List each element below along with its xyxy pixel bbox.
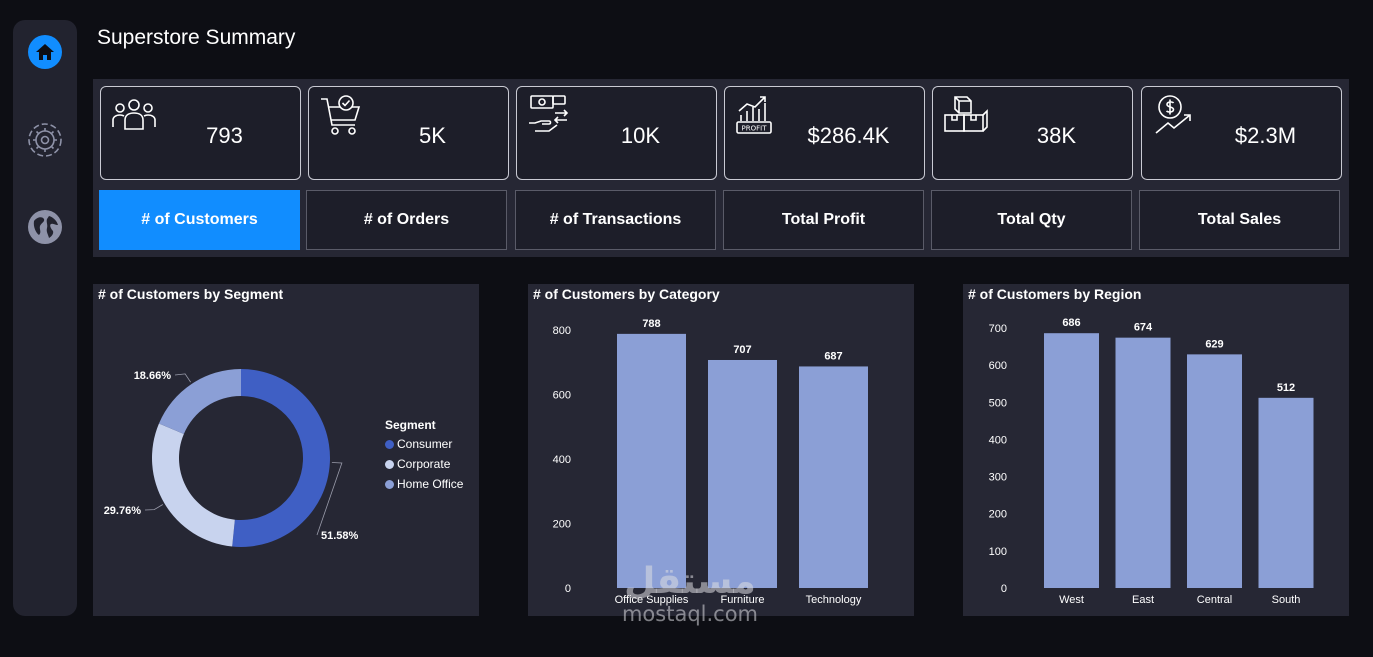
y-tick-label: 100 — [989, 546, 1007, 558]
legend-item-corporate[interactable]: Corporate — [385, 457, 463, 471]
segment-legend: Segment Consumer Corporate Home Office — [385, 418, 463, 497]
kpi-value-orders: 5K — [419, 123, 446, 148]
bar-data-label: 629 — [1205, 338, 1223, 350]
home-icon[interactable] — [25, 32, 65, 72]
kpi-card-transactions: 10K — [516, 86, 717, 180]
bar-data-label: 674 — [1134, 322, 1153, 334]
x-tick-label: Central — [1197, 594, 1232, 606]
orders-button[interactable]: # of Orders — [306, 190, 507, 250]
y-tick-label: 400 — [553, 454, 571, 466]
profit-chart-icon: PROFIT — [735, 93, 781, 137]
bar-east[interactable] — [1115, 337, 1171, 588]
y-tick-label: 0 — [1001, 583, 1007, 595]
kpi-value-sales: $2.3M — [1234, 123, 1297, 148]
customers-icon — [111, 93, 157, 137]
bar-office-supplies[interactable] — [617, 333, 686, 588]
gear-icon[interactable] — [25, 120, 65, 160]
x-tick-label: South — [1272, 594, 1301, 606]
legend-title: Segment — [385, 418, 436, 432]
x-tick-label: Technology — [806, 594, 862, 606]
category-bar-chart: 0 200 400 600 800 788 Office Supplies 707 Furnit… — [553, 318, 868, 606]
y-tick-label: 600 — [553, 390, 571, 402]
kpi-card-orders: 5K — [308, 86, 509, 180]
y-tick-label: 700 — [989, 323, 1007, 335]
donut-data-label: 18.66% — [134, 370, 172, 382]
bar-data-label: 686 — [1062, 317, 1080, 329]
bar-data-label: 687 — [824, 350, 842, 362]
page-title: Superstore Summary — [97, 26, 296, 49]
donut-slice-corporate[interactable] — [152, 423, 235, 547]
category-chart-title: # of Customers by Category — [533, 286, 720, 302]
globe-icon[interactable] — [25, 207, 65, 247]
legend-label-home-office: Home Office — [397, 477, 464, 491]
boxes-icon — [943, 93, 989, 137]
kpi-value-transactions: 10K — [620, 123, 661, 148]
donut-data-label: 51.58% — [321, 530, 359, 542]
y-tick-label: 0 — [565, 583, 571, 595]
y-tick-label: 300 — [989, 472, 1007, 484]
donut-slice-home-office[interactable] — [158, 369, 241, 434]
bar-west[interactable] — [1044, 333, 1099, 588]
legend-label-corporate: Corporate — [397, 457, 451, 471]
region-bar-chart: 0 100 200 300 400 500 600 700 686 West 674 East 629 C… — [989, 317, 1314, 606]
money-transfer-icon — [527, 93, 573, 137]
bar-data-label: 512 — [1277, 382, 1295, 394]
y-tick-label: 200 — [553, 519, 571, 531]
segment-chart-title: # of Customers by Segment — [98, 286, 284, 302]
x-tick-label: Furniture — [720, 594, 764, 606]
donut-slice-consumer[interactable] — [232, 369, 330, 547]
dollar-growth-icon — [1152, 93, 1198, 137]
x-tick-label: East — [1132, 594, 1154, 606]
legend-label-consumer: Consumer — [397, 437, 453, 451]
kpi-value-profit: $286.4K — [807, 123, 890, 148]
donut-data-label: 29.76% — [104, 505, 142, 517]
bar-data-label: 788 — [642, 318, 660, 330]
segment-donut: 51.58% 29.76% 18.66% — [104, 369, 359, 547]
sidebar — [13, 20, 77, 616]
customers-button[interactable]: # of Customers — [99, 190, 300, 250]
legend-item-home-office[interactable]: Home Office — [385, 477, 463, 491]
category-chart: # of Customers by Category 0 200 400 600 800… — [528, 284, 914, 616]
kpi-panel: 793 5K 10K — [93, 79, 1349, 257]
donut-leader-line — [316, 462, 343, 536]
kpi-card-qty: 38K — [932, 86, 1133, 180]
kpi-value-customers: 793 — [206, 123, 243, 148]
legend-dot-consumer — [385, 439, 394, 449]
region-chart: # of Customers by Region 0 100 200 300 400 50… — [963, 284, 1349, 616]
transactions-button[interactable]: # of Transactions — [515, 190, 716, 250]
y-tick-label: 500 — [989, 397, 1007, 409]
sales-button[interactable]: Total Sales — [1139, 190, 1340, 250]
region-chart-title: # of Customers by Region — [968, 286, 1142, 302]
legend-item-consumer[interactable]: Consumer — [385, 437, 463, 451]
legend-dot-corporate — [385, 459, 394, 469]
qty-button[interactable]: Total Qty — [931, 190, 1132, 250]
svg-text:PROFIT: PROFIT — [742, 125, 768, 133]
kpi-card-customers: 793 — [100, 86, 301, 180]
bar-furniture[interactable] — [708, 359, 777, 588]
bar-technology[interactable] — [799, 366, 868, 588]
bar-data-label: 707 — [733, 344, 751, 356]
bar-central[interactable] — [1187, 354, 1242, 588]
donut-leader-line — [144, 504, 163, 511]
y-tick-label: 400 — [989, 434, 1007, 446]
y-tick-label: 800 — [553, 325, 571, 337]
x-tick-label: West — [1059, 594, 1084, 606]
watermark-logo: مستقل — [624, 561, 756, 602]
x-tick-label: Office Supplies — [615, 594, 689, 606]
profit-button[interactable]: Total Profit — [723, 190, 924, 250]
y-tick-label: 200 — [989, 509, 1007, 521]
donut-leader-line — [174, 373, 191, 383]
segment-chart: # of Customers by Segment 51.58% 29.76% 18… — [93, 284, 479, 616]
bar-south[interactable] — [1258, 397, 1314, 588]
kpi-card-profit: PROFIT $286.4K — [724, 86, 925, 180]
watermark-url: mostaql.com — [621, 602, 759, 626]
kpi-card-sales: $2.3M — [1141, 86, 1342, 180]
cart-icon — [319, 93, 365, 137]
legend-dot-home-office — [385, 479, 394, 489]
watermark: مستقل mostaql.com — [600, 561, 780, 627]
kpi-value-qty: 38K — [1036, 123, 1077, 148]
y-tick-label: 600 — [989, 360, 1007, 372]
